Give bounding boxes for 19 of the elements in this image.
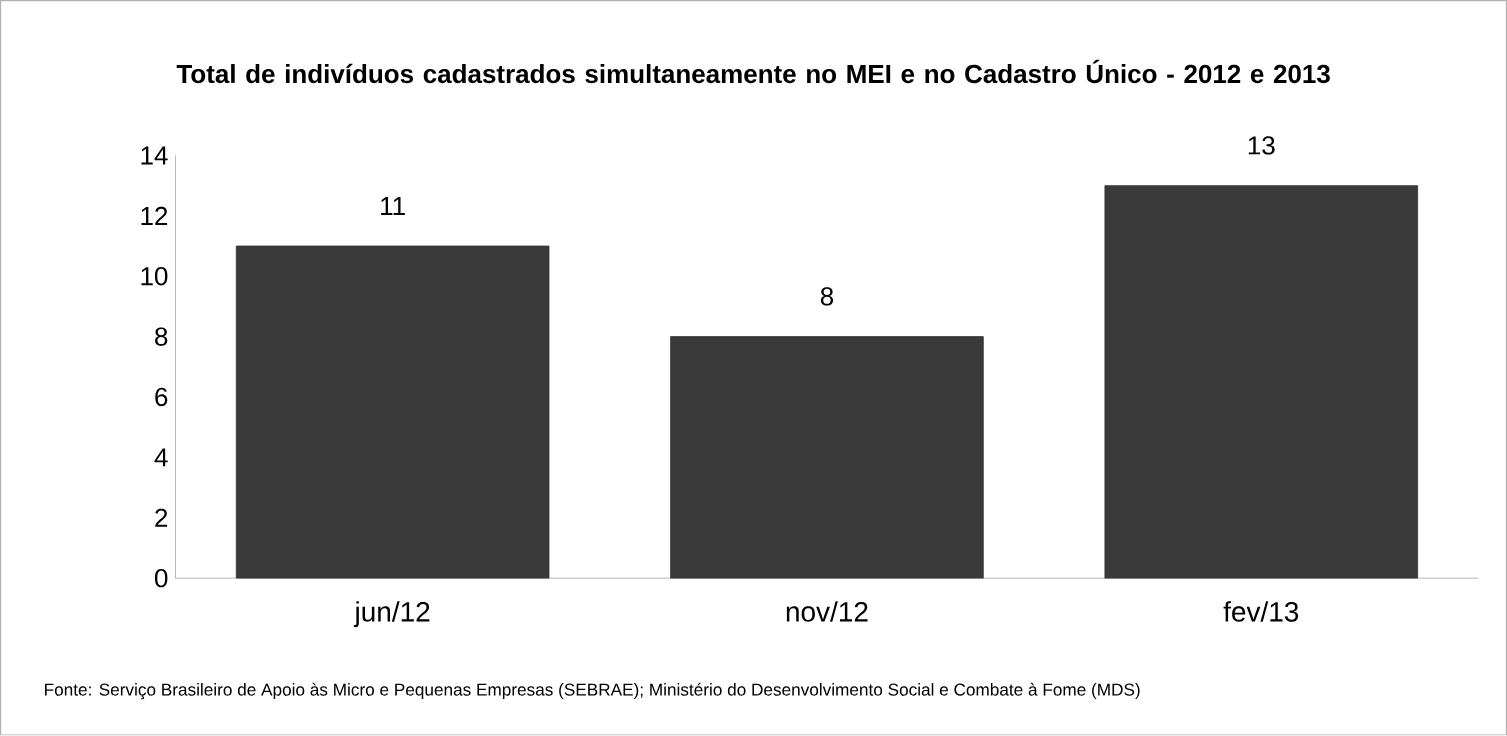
data-label: 11 — [381, 197, 405, 216]
y-tick-label: 12 — [141, 206, 168, 226]
bar — [670, 336, 984, 579]
data-label: 8 — [820, 287, 834, 306]
x-tick-label: nov/12 — [786, 601, 868, 622]
y-tick-label: 0 — [154, 569, 168, 588]
y-tick-label: 8 — [155, 327, 168, 346]
x-tick-label: fev/13 — [1223, 601, 1299, 622]
bar — [235, 245, 550, 579]
y-tick-label: 6 — [155, 387, 168, 407]
chart-title: Total de indivíduos cadastrados simultaneamente no MEI e no Cadastro Único - 2012 e 2013 — [176, 60, 1330, 84]
y-tick-label: 14 — [141, 146, 168, 165]
y-tick-label: 10 — [141, 267, 168, 286]
x-tick-label: jun/12 — [353, 601, 430, 628]
source-note: Fonte: Serviço Brasileiro de Apoio às Micro e Pequenas Empresas (SEBRAE); Ministério do Desenvolvimento Social e Combate à Fome (MDS) — [45, 683, 1140, 700]
data-label: 13 — [1248, 136, 1275, 155]
y-tick-label: 4 — [154, 448, 168, 467]
bar — [1104, 185, 1419, 579]
y-tick-label: 2 — [155, 508, 168, 528]
